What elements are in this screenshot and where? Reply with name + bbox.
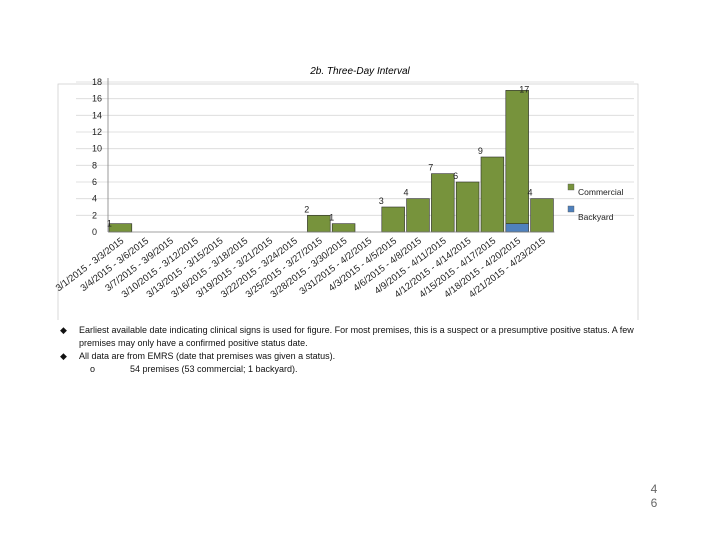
page-number-line-2: 6 [650, 496, 658, 510]
page-number: 4 6 [648, 482, 660, 510]
note-text-1: Earliest available date indicating clini… [79, 325, 634, 348]
page-number-line-1: 4 [650, 482, 658, 496]
y-axis-tick-labels: 0 2 4 6 8 10 12 14 16 18 [92, 77, 102, 237]
legend-label-commercial: Commercial [578, 187, 623, 197]
bar-commercial [431, 173, 455, 233]
data-label: 7 [428, 163, 433, 173]
data-label: 17 [519, 84, 529, 94]
note-bullet-2: ◆ All data are from EMRS (date that prem… [60, 350, 660, 363]
plot-frame [57, 83, 639, 320]
bar-commercial [455, 181, 480, 233]
axes [107, 78, 555, 233]
y-tick-label: 0 [92, 227, 97, 237]
data-label: 1 [329, 213, 334, 223]
bar-commercial [307, 215, 331, 233]
legend-label-backyard: Backyard [578, 212, 614, 222]
bullet-circle-icon: o [90, 364, 96, 374]
bars [108, 90, 554, 233]
note-text-2: All data are from EMRS (date that premis… [79, 351, 336, 361]
legend-swatch-backyard [567, 205, 575, 213]
bar-backyard [505, 223, 529, 233]
bar-commercial [381, 206, 405, 233]
y-tick-label: 4 [92, 194, 97, 204]
y-tick-label: 8 [92, 160, 97, 170]
data-label: 1 [107, 219, 112, 229]
notes: ◆ Earliest available date indicating cli… [60, 324, 660, 376]
gridlines [76, 81, 634, 216]
legend: Commercial Backyard [567, 183, 623, 222]
bar-commercial [406, 198, 430, 233]
data-labels: 1 2 1 3 4 7 6 9 17 4 [107, 84, 533, 228]
bar-commercial [331, 223, 356, 233]
bullet-diamond-icon: ◆ [60, 351, 67, 361]
data-label: 6 [453, 171, 458, 181]
bar-commercial [480, 156, 505, 233]
y-tick-label: 12 [92, 127, 102, 137]
legend-swatch-commercial [567, 183, 575, 191]
y-tick-label: 2 [92, 210, 97, 220]
data-label: 2 [304, 204, 309, 214]
bullet-diamond-icon: ◆ [60, 325, 67, 335]
bar-commercial [505, 90, 529, 224]
bar-commercial [108, 223, 133, 233]
note-sub-text: 54 premises (53 commercial; 1 backyard). [130, 364, 298, 374]
y-tick-label: 6 [92, 177, 97, 187]
y-tick-label: 18 [92, 77, 102, 87]
y-tick-label: 14 [92, 110, 102, 120]
bar-commercial [530, 198, 554, 233]
chart-title: 2b. Three-Day Interval [309, 66, 410, 77]
y-tick-label: 10 [92, 144, 102, 154]
note-sub-bullet: o 54 premises (53 commercial; 1 backyard… [60, 363, 660, 376]
note-bullet-1: ◆ Earliest available date indicating cli… [60, 324, 660, 350]
data-label: 4 [403, 188, 408, 198]
y-tick-label: 16 [92, 94, 102, 104]
data-label: 9 [478, 146, 483, 156]
data-label: 4 [527, 188, 532, 198]
data-label: 3 [379, 196, 384, 206]
